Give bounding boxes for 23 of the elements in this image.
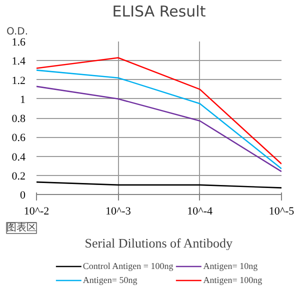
y-tick-label: 1 xyxy=(20,94,26,106)
x-tick-label: 10^-3 xyxy=(106,206,132,218)
line-series xyxy=(36,70,282,170)
legend-label: Antigen= 50ng xyxy=(82,274,138,286)
y-tick-label: 1.2 xyxy=(12,74,26,87)
legend-label: Antigen= 10ng xyxy=(203,260,258,272)
y-tick-label: 0.4 xyxy=(12,151,26,164)
y-tick-label: 0.2 xyxy=(12,170,26,182)
x-axis-title: Serial Dilutions of Antibody xyxy=(84,236,233,250)
chart-title: ELISA Result xyxy=(112,2,206,20)
legend-label: Antigen= 100ng xyxy=(203,274,262,286)
y-tick-label: 0.6 xyxy=(12,132,26,144)
x-tick-label: 10^-4 xyxy=(187,206,213,218)
legend-label: Control Antigen = 100ng xyxy=(82,260,174,272)
x-tick-label: 10^-2 xyxy=(24,206,50,218)
y-tick-label: 0.8 xyxy=(12,113,26,125)
line-series xyxy=(36,86,282,172)
y-tick-label: 1.6 xyxy=(12,36,26,48)
y-axis-title: O.D. xyxy=(6,26,28,38)
y-tick-label: 0 xyxy=(20,190,26,202)
line-series xyxy=(36,57,282,165)
x-tick-label: 10^-5 xyxy=(268,206,295,218)
y-tick-label: 1.4 xyxy=(12,56,26,68)
